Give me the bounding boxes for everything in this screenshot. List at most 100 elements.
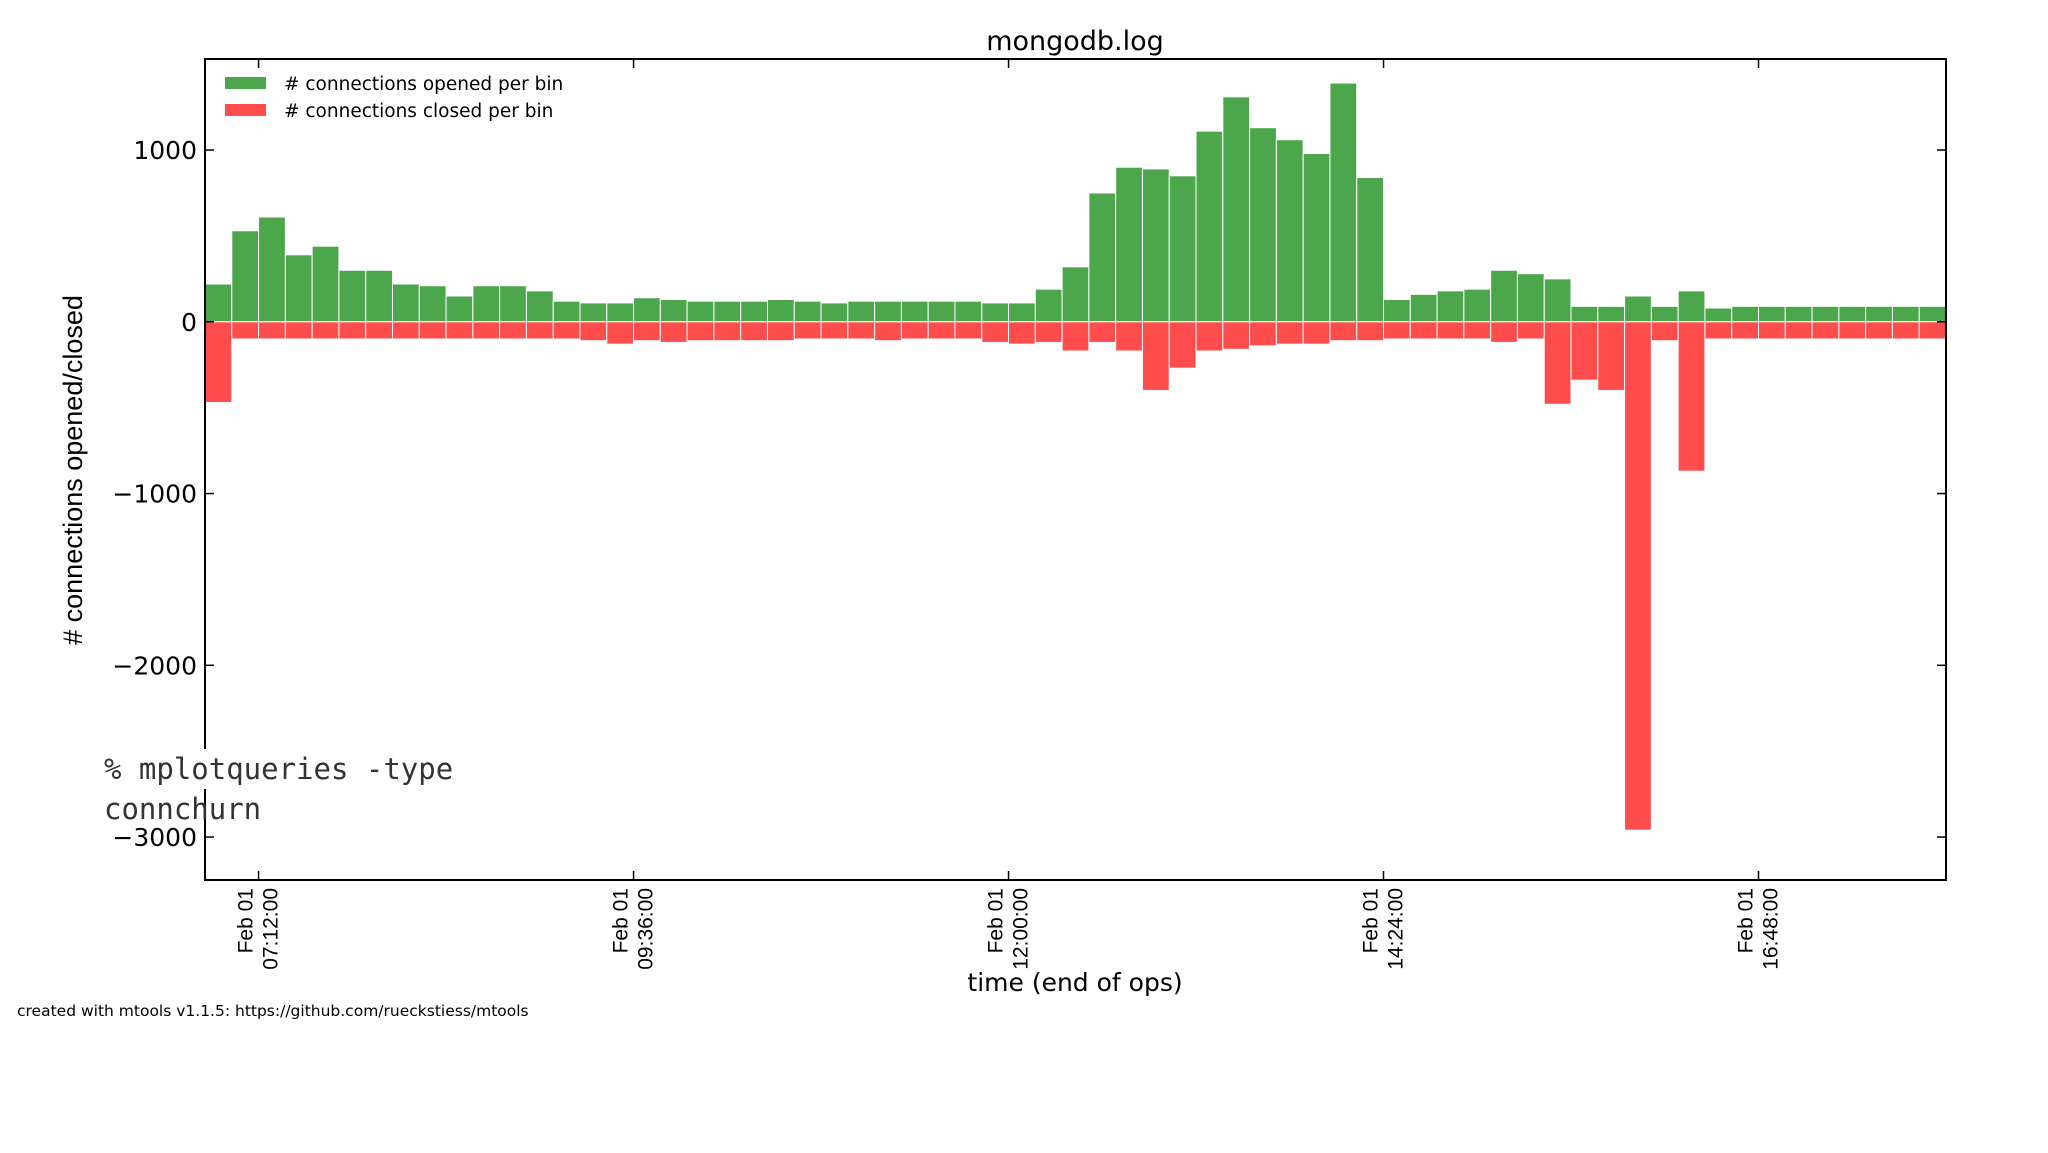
x-tick-date: Feb 01: [1735, 888, 1758, 953]
x-tick-date: Feb 01: [1360, 888, 1383, 953]
opened-bar: [900, 300, 929, 323]
closed-bar: [579, 321, 608, 342]
opened-bar: [1543, 278, 1572, 323]
closed-bar: [1061, 321, 1090, 352]
opened-bar: [1463, 288, 1492, 323]
closed-bar: [606, 321, 635, 345]
closed-bar: [1918, 321, 1947, 340]
opened-bar: [1115, 166, 1143, 323]
opened-bar: [1891, 305, 1920, 323]
closed-bar: [1543, 321, 1572, 405]
opened-bar: [1677, 290, 1706, 323]
closed-bar: [1436, 321, 1465, 340]
opened-bar: [1302, 152, 1331, 323]
opened-bar: [1838, 305, 1867, 323]
closed-bar: [1195, 321, 1224, 352]
closed-bar: [820, 321, 849, 340]
closed-bar: [1302, 321, 1331, 345]
opened-bar: [1195, 130, 1224, 323]
closed-bar: [391, 321, 420, 340]
opened-bar: [847, 300, 876, 323]
closed-bar: [874, 321, 902, 342]
opened-bar: [1624, 295, 1652, 323]
opened-bar: [1731, 305, 1759, 323]
closed-bar: [766, 321, 795, 342]
opened-bar: [1034, 288, 1063, 323]
opened-bar: [365, 269, 393, 323]
closed-bar: [954, 321, 983, 340]
closed-bar: [1865, 321, 1893, 340]
y-tick-label: 0: [181, 308, 197, 337]
x-tick-date: Feb 01: [985, 888, 1008, 953]
opened-bar: [713, 300, 742, 323]
opened-bar: [525, 290, 554, 323]
opened-bar: [1168, 175, 1197, 323]
opened-bar: [659, 298, 688, 323]
closed-bar: [1115, 321, 1143, 352]
opened-bar: [874, 300, 902, 323]
x-tick-time: 07:12:00: [260, 888, 283, 970]
plot-area: [204, 82, 1947, 831]
x-tick-time: 12:00:00: [1010, 888, 1033, 970]
closed-bar: [927, 321, 956, 340]
y-tick-label: −3000: [112, 823, 197, 852]
opened-bar: [686, 300, 715, 323]
closed-bar: [1597, 321, 1626, 391]
opened-bar: [1650, 305, 1679, 323]
closed-bar: [1008, 321, 1036, 345]
closed-bar: [499, 321, 527, 340]
opened-bar: [1570, 305, 1599, 323]
opened-bar: [954, 300, 983, 323]
opened-bar: [552, 300, 581, 323]
opened-bar: [1141, 168, 1170, 323]
closed-bar: [659, 321, 688, 343]
closed-bar: [284, 321, 313, 340]
opened-bar: [445, 295, 474, 323]
opened-bar: [1409, 293, 1438, 323]
x-tick-date: Feb 01: [610, 888, 633, 953]
legend: # connections opened per bin # connection…: [225, 74, 563, 122]
opened-bar: [579, 302, 608, 323]
y-axis-label: # connections opened/closed: [58, 295, 88, 645]
opened-bar: [1918, 305, 1947, 323]
opened-bar: [1436, 290, 1465, 323]
closed-bar: [1490, 321, 1518, 343]
closed-bar: [204, 321, 233, 404]
opened-bar: [258, 216, 286, 323]
opened-bar: [1490, 269, 1518, 323]
x-tick-label: Feb 01 16:48:00: [1735, 888, 1783, 970]
x-tick-time: 16:48:00: [1760, 888, 1783, 970]
x-tick-date: Feb 01: [235, 888, 258, 953]
x-tick-label: Feb 01 12:00:00: [985, 888, 1033, 970]
opened-bar: [204, 283, 233, 323]
opened-bar: [820, 302, 849, 323]
closed-bar: [1811, 321, 1840, 340]
closed-bar: [1891, 321, 1920, 340]
closed-bar: [713, 321, 742, 342]
plot-frame: [204, 58, 1947, 881]
closed-bar: [472, 321, 501, 340]
y-tick-label: −2000: [112, 651, 197, 680]
closed-bar: [1249, 321, 1277, 347]
closed-bar: [1677, 321, 1706, 472]
chart-title: mongodb.log: [986, 26, 1164, 57]
opened-bar: [1704, 307, 1733, 323]
closed-bar: [1731, 321, 1759, 340]
legend-swatch: [225, 104, 266, 116]
closed-bar: [1516, 321, 1545, 340]
closed-bar: [981, 321, 1010, 343]
closed-bar: [847, 321, 876, 340]
closed-bar: [633, 321, 661, 342]
closed-bar: [258, 321, 286, 340]
y-tick-label: −1000: [112, 480, 197, 509]
closed-bar: [1168, 321, 1197, 369]
closed-bar: [1141, 321, 1170, 391]
opened-bar: [1811, 305, 1840, 323]
closed-bar: [1624, 321, 1652, 831]
closed-bar: [1034, 321, 1063, 343]
opened-bar: [1061, 266, 1090, 323]
closed-bar: [1570, 321, 1599, 381]
x-tick-time: 14:24:00: [1385, 888, 1408, 970]
